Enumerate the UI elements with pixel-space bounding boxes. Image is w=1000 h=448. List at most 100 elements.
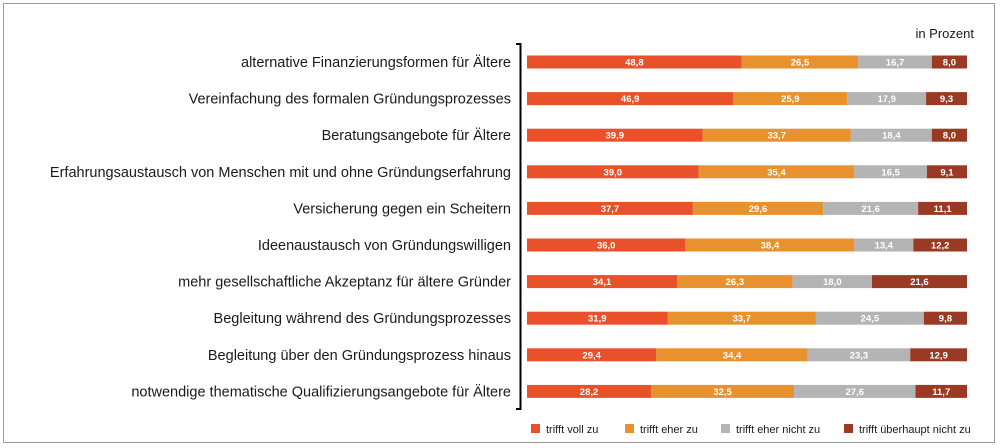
- category-label: Begleitung während des Gründungsprozesse…: [214, 311, 511, 327]
- bar-segment-4: [915, 384, 967, 398]
- legend-swatch: [844, 424, 853, 433]
- bar-segment-2: [698, 165, 855, 179]
- data-label: 8,0: [943, 58, 956, 69]
- category-label: alternative Finanzierungsformen für Älte…: [241, 54, 511, 71]
- legend-swatch: [721, 424, 730, 433]
- data-label: 8,0: [943, 131, 956, 142]
- legend-label: trifft überhaupt nicht zu: [859, 424, 971, 436]
- bar-segment-1: [527, 128, 703, 142]
- category-label: Ideenaustausch von Gründungswilligen: [258, 238, 511, 254]
- legend-swatch: [531, 424, 540, 433]
- bar-segment-4: [926, 165, 967, 179]
- unit-label: in Prozent: [915, 26, 974, 41]
- data-label: 27,6: [846, 387, 865, 398]
- data-label: 16,5: [881, 167, 900, 178]
- bar-segment-2: [651, 384, 795, 398]
- bar-segment-4: [931, 128, 967, 142]
- data-label: 26,5: [791, 58, 810, 69]
- data-label: 12,2: [931, 241, 950, 252]
- category-label: mehr gesellschaftliche Akzeptanz für ält…: [178, 275, 511, 291]
- bar-segment-4: [871, 275, 967, 289]
- category-label: Erfahrungsaustausch von Menschen mit und…: [50, 165, 511, 181]
- category-label: Begleitung über den Gründungsprozess hin…: [208, 348, 511, 364]
- bar-segment-4: [913, 238, 967, 252]
- data-label: 26,3: [726, 277, 745, 288]
- bar-segment-4: [918, 201, 967, 215]
- chart-frame: [3, 3, 995, 443]
- bar-segment-1: [527, 55, 742, 69]
- data-label: 34,4: [723, 350, 742, 361]
- bar-segment-2: [677, 275, 793, 289]
- bar-segment-1: [527, 92, 734, 106]
- data-label: 18,0: [823, 277, 842, 288]
- data-label: 11,7: [932, 387, 950, 398]
- bar-segment-1: [527, 311, 668, 325]
- bar-segment-3: [847, 92, 927, 106]
- data-label: 39,9: [606, 131, 625, 142]
- legend-label: trifft eher nicht zu: [736, 424, 820, 436]
- bar-segment-3: [858, 55, 932, 69]
- bar-segment-3: [850, 128, 932, 142]
- data-label: 17,9: [877, 94, 896, 105]
- data-label: 46,9: [621, 94, 640, 105]
- data-label: 28,2: [580, 387, 599, 398]
- bar-segment-3: [792, 275, 872, 289]
- category-label: Versicherung gegen ein Scheitern: [293, 201, 511, 217]
- category-label: Vereinfachung des formalen Gründungsproz…: [189, 92, 511, 108]
- category-label: Beratungsangebote für Ältere: [322, 127, 511, 144]
- bar-segment-3: [854, 238, 914, 252]
- data-label: 39,0: [604, 167, 623, 178]
- bar-segment-2: [667, 311, 816, 325]
- bar-segment-4: [931, 55, 967, 69]
- bar-segment-2: [702, 128, 851, 142]
- data-label: 13,4: [875, 241, 894, 252]
- data-label: 18,4: [882, 131, 901, 142]
- bar-segment-2: [685, 238, 855, 252]
- category-label: notwendige thematische Qualifizierungsan…: [131, 383, 511, 400]
- data-label: 23,3: [850, 350, 869, 361]
- bar-segment-1: [527, 348, 657, 362]
- data-label: 32,5: [713, 387, 732, 398]
- data-label: 9,1: [940, 167, 954, 178]
- bar-segment-1: [527, 201, 693, 215]
- data-label: 37,7: [601, 204, 620, 215]
- bar-segment-1: [527, 275, 678, 289]
- legend-label: trifft voll zu: [546, 424, 598, 436]
- bar-segment-3: [854, 165, 927, 179]
- legend-swatch: [625, 424, 634, 433]
- data-label: 9,8: [939, 314, 952, 325]
- bar-segment-2: [692, 201, 824, 215]
- legend-label: trifft eher zu: [640, 424, 698, 436]
- data-label: 21,6: [861, 204, 880, 215]
- bar-segment-3: [807, 348, 911, 362]
- bar-segment-2: [741, 55, 859, 69]
- bar-segment-2: [733, 92, 848, 106]
- data-label: 33,7: [767, 131, 786, 142]
- bar-segment-3: [815, 311, 924, 325]
- bar-segment-4: [923, 311, 967, 325]
- data-label: 34,1: [593, 277, 612, 288]
- data-label: 36,0: [597, 241, 616, 252]
- data-label: 48,8: [625, 58, 644, 69]
- bar-segment-4: [910, 348, 967, 362]
- bar-segment-1: [527, 165, 699, 179]
- bar-segment-3: [823, 201, 919, 215]
- data-label: 11,1: [934, 204, 953, 215]
- bar-segment-1: [527, 238, 686, 252]
- bar-segment-4: [926, 92, 967, 106]
- bar-segment-1: [527, 384, 652, 398]
- data-label: 9,3: [940, 94, 953, 105]
- data-label: 12,9: [929, 350, 948, 361]
- bar-segment-3: [794, 384, 916, 398]
- data-label: 25,9: [781, 94, 800, 105]
- data-label: 21,6: [910, 277, 929, 288]
- bar-segment-2: [656, 348, 808, 362]
- data-label: 24,5: [861, 314, 880, 325]
- data-label: 29,6: [749, 204, 768, 215]
- data-label: 29,4: [582, 350, 601, 361]
- data-label: 16,7: [886, 58, 905, 69]
- data-label: 35,4: [767, 167, 786, 178]
- data-label: 38,4: [761, 241, 780, 252]
- data-label: 33,7: [732, 314, 751, 325]
